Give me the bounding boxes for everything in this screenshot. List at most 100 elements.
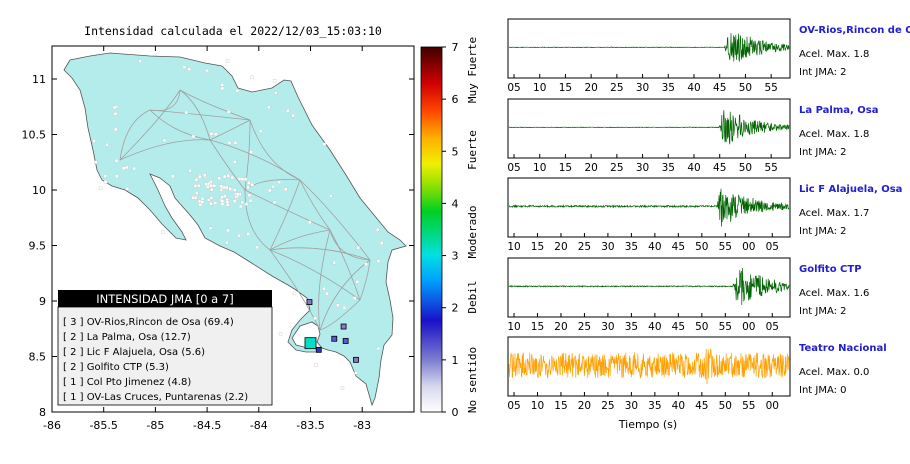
- legend-item: [ 2 ] La Palma, Osa (12.7): [63, 332, 191, 343]
- colorbar-label-debil: Debil: [466, 280, 479, 313]
- colorbar-gradient: [420, 46, 443, 413]
- waveform-tick-label: 50: [739, 82, 752, 94]
- waveform-trace: [508, 267, 790, 306]
- city-marker: [325, 291, 329, 296]
- waveform-tick-label: 35: [625, 321, 638, 333]
- city-marker: [250, 183, 255, 187]
- city-marker: [272, 79, 277, 83]
- city-marker: [193, 184, 198, 188]
- waveform-tick-label: 00: [742, 321, 755, 333]
- city-marker: [222, 174, 227, 179]
- waveform-tick-label: 30: [601, 321, 614, 333]
- city-marker: [247, 193, 252, 198]
- waveform-tick-label: 50: [739, 162, 752, 174]
- city-marker: [272, 200, 277, 205]
- map-y-tick-label: 11: [32, 73, 46, 86]
- city-marker: [204, 182, 208, 186]
- road: [209, 139, 246, 191]
- city-marker: [236, 192, 240, 196]
- city-marker: [198, 203, 203, 207]
- legend-item: [ 1 ] OV-Las Cruces, Puntarenas (2.2): [63, 392, 248, 403]
- road: [329, 229, 371, 261]
- map-x-tick-label: -85.5: [89, 419, 117, 432]
- station-accel: Acel. Max. 1.8: [799, 129, 869, 140]
- legend-item: [ 2 ] Lic F Alajuela, Osa (5.6): [63, 347, 205, 358]
- road: [269, 229, 331, 251]
- city-marker: [240, 177, 245, 181]
- city-marker: [125, 187, 129, 191]
- road: [269, 249, 321, 331]
- city-marker: [92, 139, 96, 143]
- city-marker: [220, 195, 224, 199]
- waveform-tick-label: 35: [625, 241, 638, 253]
- waveform-tick-label: 20: [554, 321, 567, 333]
- station-accel: Acel. Max. 1.8: [799, 49, 869, 60]
- city-marker: [223, 194, 227, 198]
- waveform-tick-label: 40: [648, 241, 661, 253]
- station-marker: [353, 356, 359, 363]
- city-marker: [138, 59, 142, 63]
- city-marker: [233, 141, 238, 145]
- waveform-panel: 10 15 20 25 30 35 40 45 50 55 00 05 Golfito CTP Acel.…: [507, 257, 869, 333]
- city-marker: [227, 109, 231, 114]
- road: [299, 179, 331, 231]
- city-marker: [187, 67, 191, 71]
- road: [269, 249, 361, 301]
- waveform-tick-label: 20: [554, 241, 567, 253]
- city-marker: [240, 200, 244, 205]
- city-marker: [226, 228, 230, 233]
- station-marker: [315, 346, 322, 353]
- city-marker: [243, 177, 248, 182]
- city-marker: [207, 198, 211, 202]
- waveform-tick-label: 30: [625, 400, 638, 412]
- road: [119, 109, 151, 161]
- waveform-tick-label: 10: [533, 82, 546, 94]
- waveform-tick-label: 20: [584, 82, 597, 94]
- station-name: Teatro Nacional: [799, 343, 887, 354]
- station-name: La Palma, Osa: [799, 105, 879, 116]
- waveform-tick-label: 00: [742, 241, 755, 253]
- waveform-tick-label: 35: [648, 400, 661, 412]
- waveform-tick-label: 55: [764, 162, 777, 174]
- colorbar-tick-label: 3: [452, 250, 459, 263]
- city-marker: [249, 150, 253, 154]
- city-marker: [114, 159, 119, 163]
- city-marker: [209, 131, 214, 136]
- city-marker: [250, 75, 254, 80]
- city-marker: [259, 129, 263, 133]
- city-marker: [226, 202, 230, 207]
- waveform-panels: 05 10 15 20 25 30 35 40 45 50 55 OV-Rios,Rincon de …: [507, 18, 910, 412]
- waveform-tick-label: 40: [687, 82, 700, 94]
- waveform-tick-label: 15: [554, 400, 567, 412]
- station-name: OV-Rios,Rincon de Osa: [799, 25, 910, 36]
- city-marker: [171, 174, 175, 179]
- waveform-frame: [507, 98, 791, 159]
- waveform-tick-label: 55: [719, 241, 732, 253]
- station-accel: Acel. Max. 1.7: [799, 208, 869, 219]
- city-marker: [246, 232, 250, 236]
- city-marker: [103, 180, 108, 184]
- intensity-map: INTENSIDAD JMA [0 a 7] [ 3 ] OV-Rios,Rin…: [22, 45, 415, 432]
- waveform-tick-label: 50: [695, 321, 708, 333]
- waveform-trace: [508, 348, 790, 385]
- legend-item: [ 2 ] Golfito CTP (5.3): [63, 362, 169, 373]
- map-axes: -86 -85.5 -85 -84.5 -84 -83.5 -83 11 10.5 10 9.5 9 8…: [22, 46, 414, 432]
- city-marker: [112, 105, 117, 110]
- city-markers: [92, 59, 384, 390]
- colorbar-tick-label: 6: [452, 93, 459, 106]
- waveform-tick-label: 35: [662, 82, 675, 94]
- map-x-tick-label: -83: [353, 419, 371, 432]
- city-marker: [162, 138, 167, 143]
- city-marker: [105, 143, 109, 147]
- station-jma: Int JMA: 0: [799, 385, 847, 396]
- city-marker: [353, 296, 357, 300]
- city-marker: [278, 332, 283, 336]
- colorbar-tick-label: 4: [452, 197, 459, 210]
- station-jma: Int JMA: 2: [799, 306, 847, 317]
- city-marker: [220, 202, 225, 206]
- waveform-tick-label: 55: [719, 321, 732, 333]
- waveform-tick-label: 05: [766, 321, 779, 333]
- map-x-tick-label: -84: [250, 419, 268, 432]
- city-marker: [194, 177, 199, 182]
